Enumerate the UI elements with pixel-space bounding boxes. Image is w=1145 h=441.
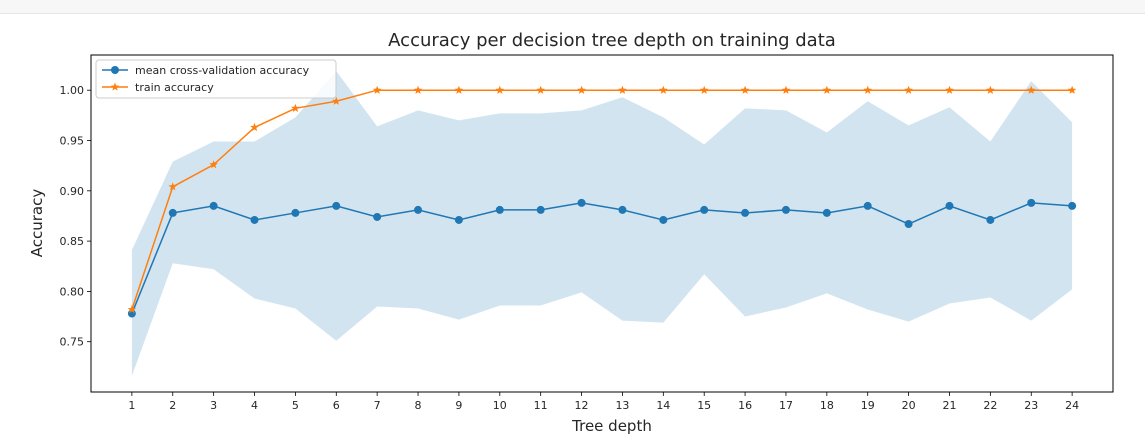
train-accuracy-point <box>536 85 545 94</box>
cv-accuracy-point <box>250 215 259 224</box>
train-accuracy-point <box>1026 85 1036 94</box>
cv-accuracy-point <box>332 201 341 210</box>
y-tick-label: 0.95 <box>60 135 85 148</box>
cv-accuracy-point <box>904 220 913 229</box>
cv-accuracy-point <box>700 205 709 214</box>
top-strip <box>0 0 1145 14</box>
axes-frame <box>90 54 1114 393</box>
train-accuracy-point <box>863 85 872 94</box>
train-accuracy-point <box>209 160 218 169</box>
y-tick-label: 0.75 <box>60 336 85 349</box>
x-tick-label: 16 <box>738 399 752 412</box>
x-tick-label: 17 <box>779 399 793 412</box>
x-axis: 1 2 3 4 5 6 7 8 9 10 11 12 13 14 15 16 17 18 19 20 21 22 23 24 <box>128 392 1079 412</box>
train-accuracy-point <box>904 85 913 94</box>
cv-accuracy-point <box>209 201 218 210</box>
cv-accuracy-point <box>945 201 954 210</box>
x-tick-label: 3 <box>210 399 217 412</box>
legend-label-cv-accuracy: mean cross-validation accuracy <box>135 64 310 77</box>
legend: mean cross-validation accuracy train accu… <box>95 59 337 99</box>
cv-accuracy-point <box>986 215 995 224</box>
x-tick-label: 6 <box>333 399 340 412</box>
train-accuracy-point <box>332 96 341 105</box>
cv-accuracy-point <box>741 208 750 217</box>
cv-accuracy-point <box>618 205 627 214</box>
train-accuracy-line <box>131 89 1073 310</box>
cv-accuracy-point <box>495 205 504 214</box>
train-accuracy-point <box>413 85 423 94</box>
train-accuracy-point <box>699 85 709 94</box>
y-axis: 0.75 0.80 0.85 0.90 0.95 1.00 <box>60 84 91 349</box>
x-tick-label: 18 <box>820 399 834 412</box>
cv-accuracy-point <box>1068 201 1077 210</box>
train-accuracy-point <box>618 85 627 94</box>
x-tick-label: 13 <box>615 399 629 412</box>
x-tick-label: 7 <box>374 399 381 412</box>
x-tick-label: 21 <box>942 399 956 412</box>
x-tick-label: 22 <box>983 399 997 412</box>
cv-accuracy-point <box>781 205 790 214</box>
legend-marker-train-accuracy <box>110 82 120 91</box>
train-accuracy-point <box>740 85 750 94</box>
x-tick-label: 8 <box>415 399 422 412</box>
y-tick-label: 0.90 <box>60 185 85 198</box>
chart-title: Accuracy per decision tree depth on trai… <box>388 30 836 51</box>
cv-accuracy-point <box>659 215 668 224</box>
train-accuracy-point <box>127 305 137 314</box>
cv-accuracy-point <box>373 212 382 221</box>
cv-accuracy-point <box>454 215 463 224</box>
x-tick-label: 19 <box>861 399 875 412</box>
x-tick-label: 15 <box>697 399 711 412</box>
train-accuracy-point <box>168 182 178 191</box>
x-tick-label: 2 <box>169 399 176 412</box>
train-accuracy-point <box>986 85 995 94</box>
legend-marker-cv-accuracy <box>111 66 119 74</box>
x-tick-label: 23 <box>1024 399 1038 412</box>
train-accuracy-point <box>659 85 668 94</box>
cv-accuracy-point <box>822 208 831 217</box>
train-accuracy-point <box>945 85 954 94</box>
legend-label-train-accuracy: train accuracy <box>135 81 214 94</box>
x-tick-label: 9 <box>455 399 462 412</box>
y-tick-label: 0.85 <box>60 235 85 248</box>
train-accuracy-point <box>822 85 832 94</box>
cv-accuracy-point <box>536 205 545 214</box>
x-tick-label: 11 <box>534 399 548 412</box>
x-tick-label: 10 <box>493 399 507 412</box>
cv-accuracy-point <box>863 201 872 210</box>
train-accuracy-point <box>781 85 791 94</box>
train-accuracy-point <box>495 85 505 94</box>
train-accuracy-point <box>291 103 300 112</box>
train-accuracy-point <box>372 85 382 94</box>
x-tick-label: 14 <box>656 399 670 412</box>
y-tick-label: 1.00 <box>60 84 85 97</box>
y-tick-label: 0.80 <box>60 285 85 298</box>
x-tick-label: 24 <box>1065 399 1079 412</box>
cv-accuracy-point <box>168 208 177 217</box>
cv-accuracy-point <box>577 198 586 207</box>
cv-accuracy-line <box>131 202 1073 314</box>
x-tick-label: 1 <box>128 399 135 412</box>
cv-accuracy-point <box>1027 198 1036 207</box>
plot-area <box>127 71 1077 376</box>
cv-accuracy-band <box>131 71 1073 376</box>
train-accuracy-point <box>1067 85 1077 94</box>
x-tick-label: 12 <box>575 399 589 412</box>
x-tick-label: 4 <box>251 399 258 412</box>
x-axis-label: Tree depth <box>571 417 652 435</box>
x-tick-label: 5 <box>292 399 299 412</box>
train-accuracy-point <box>454 85 464 94</box>
train-accuracy-point <box>577 85 586 94</box>
train-accuracy-point <box>250 122 259 132</box>
y-axis-label: Accuracy <box>28 189 46 258</box>
cv-accuracy-point <box>291 208 300 217</box>
legend-box <box>95 59 337 99</box>
x-tick-label: 20 <box>902 399 916 412</box>
cv-accuracy-point <box>414 205 423 214</box>
